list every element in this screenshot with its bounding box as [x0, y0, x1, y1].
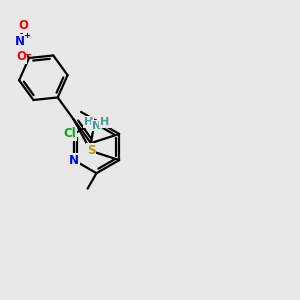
- Text: +: +: [23, 31, 30, 40]
- Text: S: S: [87, 144, 95, 158]
- Text: N: N: [15, 35, 25, 48]
- Text: N: N: [69, 154, 79, 166]
- Text: Cl: Cl: [64, 128, 76, 140]
- Text: −: −: [24, 50, 32, 60]
- Text: N: N: [92, 121, 101, 130]
- Text: O: O: [16, 50, 26, 63]
- Text: O: O: [18, 19, 28, 32]
- Text: H: H: [100, 117, 110, 127]
- Text: H: H: [84, 117, 93, 127]
